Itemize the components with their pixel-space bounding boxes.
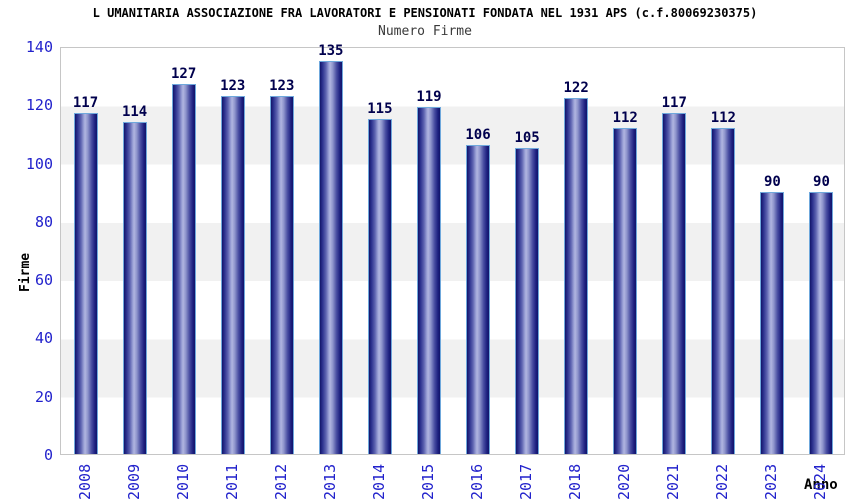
- bar-2013: [318, 60, 343, 454]
- y-tick-20: 20: [34, 387, 53, 406]
- x-tick-2023: 2023: [762, 463, 781, 500]
- bar-2008: [73, 113, 98, 454]
- bar-2012: [269, 95, 294, 454]
- y-tick-60: 60: [34, 271, 53, 290]
- bar-value-label-2009: 114: [121, 103, 148, 120]
- bar-value-label-2008: 117: [72, 95, 99, 112]
- bar-value-label-2022: 112: [710, 109, 736, 126]
- x-tick-2021: 2021: [664, 463, 683, 500]
- bar-value-label-2011: 123: [220, 77, 246, 94]
- bar-2022: [711, 127, 736, 454]
- bar-2018: [564, 98, 589, 454]
- y-tick-80: 80: [34, 212, 53, 231]
- bar-2014: [367, 118, 392, 454]
- y-tick-140: 140: [25, 38, 53, 56]
- bar-2016: [466, 145, 491, 454]
- bar-2024: [809, 191, 834, 454]
- x-tick-2014: 2014: [369, 463, 388, 500]
- x-tick-2011: 2011: [222, 463, 241, 500]
- bar-value-label-2021: 117: [661, 95, 687, 112]
- y-tick-120: 120: [25, 96, 53, 115]
- bar-value-label-2017: 105: [514, 130, 540, 146]
- bar-value-label-2013: 135: [318, 42, 344, 59]
- x-axis-label: Anno: [804, 477, 838, 493]
- bar-value-label-2024: 90: [813, 173, 830, 190]
- y-tick-0: 0: [43, 446, 53, 464]
- x-tick-2016: 2016: [468, 463, 487, 500]
- x-tick-2008: 2008: [75, 463, 94, 500]
- bar-2020: [613, 127, 638, 454]
- chart-title: L UMANITARIA ASSOCIAZIONE FRA LAVORATORI…: [92, 6, 758, 20]
- x-tick-2010: 2010: [173, 463, 192, 500]
- x-tick-2017: 2017: [517, 463, 536, 500]
- bar-2011: [220, 95, 245, 454]
- bar-value-label-2020: 112: [612, 109, 638, 126]
- x-tick-2009: 2009: [124, 463, 143, 500]
- bar-value-label-2016: 106: [465, 127, 491, 144]
- bar-value-label-2023: 90: [763, 173, 781, 190]
- bar-value-label-2018: 122: [563, 80, 589, 97]
- x-tick-2020: 2020: [615, 463, 634, 500]
- y-tick-100: 100: [25, 154, 53, 173]
- x-tick-2013: 2013: [320, 463, 339, 500]
- bar-2010: [171, 83, 196, 454]
- bar-value-label-2010: 127: [171, 65, 197, 82]
- chart-subtitle: Numero Firme: [378, 24, 472, 39]
- bar-value-label-2015: 119: [416, 89, 442, 106]
- x-tick-2022: 2022: [713, 463, 732, 500]
- bar-value-label-2014: 115: [367, 100, 393, 117]
- bar-value-label-2012: 123: [269, 77, 295, 94]
- x-tick-2024: 2024: [811, 463, 830, 500]
- bar-2017: [515, 148, 540, 454]
- y-tick-40: 40: [34, 329, 53, 348]
- x-tick-2015: 2015: [418, 463, 437, 500]
- bar-2023: [760, 191, 785, 454]
- plot-area: 117 114 127 123 123 135 115 119 106 105 122 112 117 1…: [60, 43, 845, 455]
- x-tick-2018: 2018: [566, 463, 585, 500]
- bar-2015: [416, 107, 441, 454]
- bar-2009: [122, 121, 147, 454]
- x-tick-2012: 2012: [271, 463, 290, 500]
- bar-2021: [662, 113, 687, 454]
